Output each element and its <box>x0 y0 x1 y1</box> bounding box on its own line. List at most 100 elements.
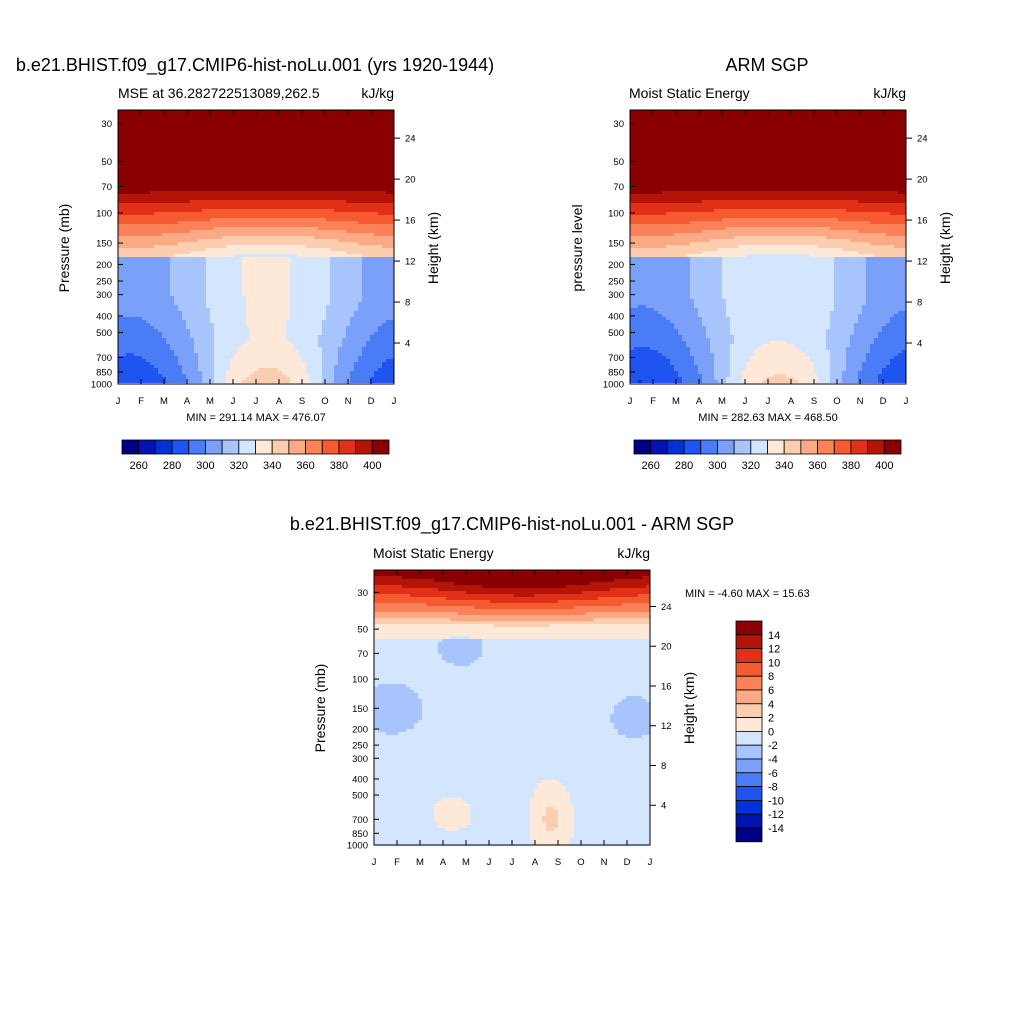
colorbar-label: 2 <box>768 713 774 725</box>
month-tick-label: J <box>254 396 259 407</box>
pressure-tick-label: 400 <box>352 774 368 785</box>
colorbar-swatch <box>171 439 190 455</box>
colorbar-swatch <box>850 439 869 455</box>
colorbar-swatch <box>750 439 768 455</box>
colorbar-swatch <box>255 439 273 455</box>
month-tick-label: J <box>231 396 236 407</box>
height-tick-label: 8 <box>917 298 922 309</box>
month-tick-label: O <box>833 396 840 407</box>
colorbar-label: 280 <box>675 460 693 472</box>
month-tick-label: A <box>276 396 283 407</box>
pressure-tick-label: 150 <box>352 704 368 715</box>
pressure-tick-label: 500 <box>96 328 112 339</box>
month-tick-label: M <box>416 857 424 868</box>
height-tick-label: 16 <box>917 216 928 227</box>
colorbar-swatch <box>735 689 763 705</box>
colorbar-swatch <box>735 731 763 746</box>
pressure-tick-label: 200 <box>96 260 112 271</box>
colorbar-swatch <box>700 439 718 455</box>
month-tick-label: S <box>299 396 305 407</box>
colorbar-swatch <box>121 439 140 455</box>
panel-model-subtitle-left: MSE at 36.282722513089,262.5 <box>118 85 320 101</box>
pressure-tick-label: 250 <box>352 741 368 752</box>
colorbar-label: 380 <box>330 460 348 472</box>
colorbar-swatch <box>288 439 306 455</box>
colorbar-swatch <box>717 439 735 455</box>
height-tick-label: 20 <box>917 175 928 186</box>
pressure-tick-label: 700 <box>352 815 368 826</box>
pressure-tick-label: 50 <box>101 157 112 168</box>
panel-obs-ylabel-right: Height (km) <box>937 212 953 284</box>
height-tick-label: 24 <box>917 134 928 145</box>
height-tick-label: 16 <box>405 216 416 227</box>
pressure-tick-label: 150 <box>96 239 112 250</box>
colorbar-swatch <box>735 800 763 815</box>
colorbar-label: 340 <box>263 460 281 472</box>
colorbar-label: -2 <box>768 740 778 752</box>
month-tick-label: D <box>624 857 631 868</box>
pressure-tick-label: 700 <box>608 353 624 364</box>
height-tick-label: 8 <box>661 761 666 772</box>
colorbar-swatch <box>271 439 290 455</box>
colorbar-label: -14 <box>768 823 784 835</box>
colorbar-swatch <box>205 439 223 455</box>
panel-diff-ylabel: Pressure (mb) <box>312 664 328 753</box>
month-tick-label: J <box>904 396 909 407</box>
colorbar-label: 320 <box>742 460 760 472</box>
month-tick-label: J <box>392 396 397 407</box>
panel-obs-subtitle-left: Moist Static Energy <box>629 85 750 101</box>
colorbar-label: -4 <box>768 754 778 766</box>
month-tick-label: A <box>788 396 795 407</box>
colorbar-swatch <box>735 772 763 787</box>
colorbar-label: 10 <box>768 657 780 669</box>
panel-obs-ylabel: pressure level <box>569 204 585 291</box>
height-tick-label: 12 <box>661 721 672 732</box>
pressure-tick-label: 100 <box>352 675 368 686</box>
month-tick-label: N <box>857 396 864 407</box>
pressure-tick-label: 100 <box>608 208 624 219</box>
pressure-tick-label: 30 <box>613 119 624 130</box>
height-tick-label: 4 <box>405 339 410 350</box>
month-tick-label: J <box>487 857 492 868</box>
colorbar-label: -12 <box>768 809 784 821</box>
month-tick-label: M <box>718 396 726 407</box>
pressure-tick-label: 250 <box>96 277 112 288</box>
colorbar-swatch <box>355 439 373 455</box>
month-tick-label: D <box>368 396 375 407</box>
pressure-tick-label: 1000 <box>347 841 368 852</box>
pressure-tick-label: 150 <box>608 239 624 250</box>
panel-diff-subtitle-right: kJ/kg <box>617 545 650 561</box>
month-tick-label: M <box>160 396 168 407</box>
pressure-tick-label: 200 <box>352 725 368 736</box>
colorbar-label: -6 <box>768 768 778 780</box>
pressure-tick-label: 500 <box>608 328 624 339</box>
field-cells <box>118 110 395 387</box>
height-tick-label: 16 <box>661 681 672 692</box>
pressure-tick-label: 30 <box>357 588 368 599</box>
colorbar-swatch <box>735 634 763 649</box>
month-tick-label: J <box>116 396 121 407</box>
month-tick-label: A <box>532 857 539 868</box>
field-cells <box>374 570 651 847</box>
colorbar-swatch <box>867 439 885 455</box>
month-tick-label: S <box>555 857 561 868</box>
panel-diff-plot: J F M A M J J A S O N D J 30 50 70 100 150 200 250 300 400 500… <box>347 569 672 868</box>
colorbar-swatch <box>767 439 785 455</box>
pressure-tick-label: 70 <box>357 649 368 660</box>
panel-diff-title: b.e21.BHIST.f09_g17.CMIP6-hist-noLu.001 … <box>290 514 734 535</box>
colorbar-label: -8 <box>768 782 778 794</box>
colorbar-swatch <box>883 439 902 455</box>
month-tick-label: M <box>462 857 470 868</box>
month-tick-label: J <box>372 857 377 868</box>
colorbar-swatch <box>321 439 340 455</box>
colorbar-swatch <box>800 439 818 455</box>
colorbar-label: 0 <box>768 726 774 738</box>
month-tick-label: O <box>321 396 328 407</box>
month-tick-label: O <box>577 857 584 868</box>
month-tick-label: J <box>628 396 633 407</box>
pressure-tick-label: 400 <box>608 311 624 322</box>
colorbar-label: -10 <box>768 795 784 807</box>
field-cells <box>630 110 907 387</box>
